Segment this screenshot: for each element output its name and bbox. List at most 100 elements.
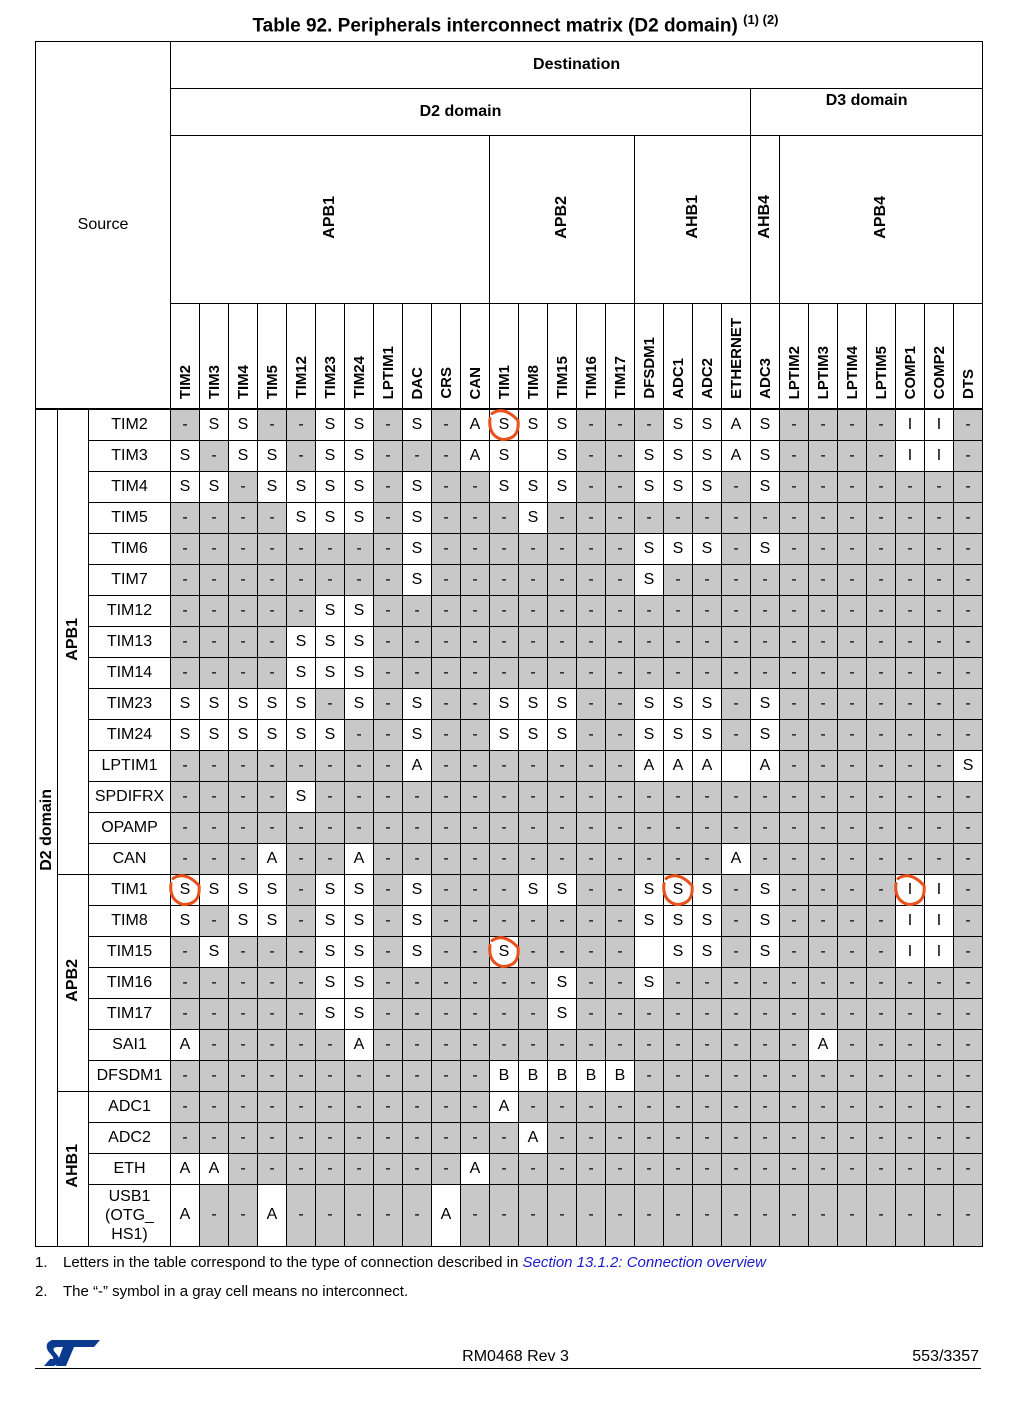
matrix-cell: S [315, 625, 345, 658]
matrix-cell: - [808, 1121, 838, 1154]
matrix-cell: - [286, 1152, 316, 1185]
matrix-cell: - [460, 1028, 490, 1061]
matrix-cell: - [228, 656, 258, 689]
bus-header-apb4: APB4 [778, 135, 984, 304]
column-label: ETHERNET [727, 318, 745, 399]
matrix-cell: - [547, 749, 577, 782]
matrix-cell: S [315, 997, 345, 1030]
matrix-cell: - [866, 718, 896, 751]
matrix-cell: - [199, 1121, 229, 1154]
matrix-cell: S [547, 997, 577, 1030]
matrix-cell: - [895, 501, 925, 534]
matrix-cell: - [431, 501, 461, 534]
matrix-cell: - [286, 1059, 316, 1092]
matrix-cell: - [431, 873, 461, 906]
matrix-cell: S [286, 656, 316, 689]
matrix-cell: - [460, 1090, 490, 1123]
matrix-cell: - [373, 749, 403, 782]
matrix-cell: S [315, 470, 345, 503]
matrix-cell: - [634, 1121, 664, 1154]
matrix-cell [634, 935, 664, 968]
matrix-cell: - [924, 966, 954, 999]
matrix-cell: - [576, 1152, 606, 1185]
matrix-cell: - [634, 1183, 664, 1247]
matrix-cell: - [663, 594, 693, 627]
matrix-cell: I [895, 904, 925, 937]
matrix-cell: - [228, 594, 258, 627]
table-row: SPDIFRX - - - - S - - - - - - - - - - - - - - - - - - - - - - - [36, 780, 984, 813]
matrix-cell: - [605, 563, 635, 596]
matrix-cell: - [228, 1028, 258, 1061]
matrix-cell: S [518, 718, 548, 751]
matrix-cell: S [518, 501, 548, 534]
row-label: TIM6 [88, 532, 171, 565]
matrix-cell: S [315, 656, 345, 689]
section-link[interactable]: Section 13.1.2: Connection overview [522, 1254, 766, 1271]
matrix-cell: - [750, 1183, 780, 1247]
matrix-cell: S [257, 718, 287, 751]
matrix-cell: - [431, 966, 461, 999]
matrix-cell: - [489, 873, 519, 906]
matrix-cell: - [431, 1121, 461, 1154]
column-label: TIM5 [263, 364, 281, 399]
matrix-cell: - [489, 1183, 519, 1247]
bus-header-apb2: APB2 [489, 135, 635, 304]
footnote-number: 2. [35, 1283, 48, 1300]
matrix-cell: S [547, 718, 577, 751]
matrix-cell: - [924, 625, 954, 658]
matrix-cell: - [866, 1121, 896, 1154]
matrix-cell: - [460, 1059, 490, 1092]
matrix-cell: - [431, 470, 461, 503]
matrix-cell: - [373, 439, 403, 472]
column-label: TIM23 [321, 356, 339, 399]
matrix-cell: - [257, 966, 287, 999]
matrix-cell: - [750, 1121, 780, 1154]
matrix-cell: - [286, 749, 316, 782]
row-label: DFSDM1 [88, 1059, 171, 1092]
matrix-cell: - [605, 873, 635, 906]
matrix-cell: S [750, 532, 780, 565]
matrix-cell: - [721, 780, 751, 813]
matrix-cell: S [315, 594, 345, 627]
matrix-cell: - [373, 501, 403, 534]
matrix-cell: S [402, 687, 432, 720]
matrix-cell: - [750, 842, 780, 875]
matrix-cell: - [750, 1090, 780, 1123]
matrix-cell: S [663, 408, 693, 441]
matrix-cell: - [257, 780, 287, 813]
matrix-cell: - [779, 439, 809, 472]
row-label: TIM15 [88, 935, 171, 968]
footnote-text: The “-” symbol in a gray cell means no i… [63, 1283, 409, 1300]
row-label: ETH [88, 1152, 171, 1185]
matrix-cell: - [924, 718, 954, 751]
matrix-cell: - [460, 997, 490, 1030]
matrix-cell: A [721, 439, 751, 472]
footnote-2: 2. The “-” symbol in a gray cell means no… [35, 1283, 408, 1300]
matrix-cell: - [952, 904, 984, 937]
matrix-cell: - [170, 532, 200, 565]
matrix-cell: - [837, 780, 867, 813]
matrix-cell: - [315, 532, 345, 565]
matrix-cell: - [924, 594, 954, 627]
matrix-cell: S [634, 439, 664, 472]
matrix-cell: - [344, 718, 374, 751]
matrix-cell: - [460, 904, 490, 937]
matrix-cell: - [199, 532, 229, 565]
matrix-cell: - [866, 873, 896, 906]
matrix-cell: - [170, 1121, 200, 1154]
matrix-cell: - [257, 563, 287, 596]
matrix-cell: S [692, 470, 722, 503]
matrix-cell: A [344, 842, 374, 875]
matrix-cell: - [808, 904, 838, 937]
matrix-cell: - [952, 501, 984, 534]
destination-header: Destination [169, 41, 984, 89]
column-header: TIM17 [605, 303, 635, 410]
matrix-cell: - [605, 780, 635, 813]
matrix-cell: I [895, 408, 925, 441]
matrix-cell: - [895, 718, 925, 751]
matrix-cell: - [257, 1059, 287, 1092]
matrix-cell: I [924, 873, 954, 906]
column-header: TIM4 [228, 303, 258, 410]
matrix-cell: - [779, 408, 809, 441]
matrix-cell: - [779, 811, 809, 844]
